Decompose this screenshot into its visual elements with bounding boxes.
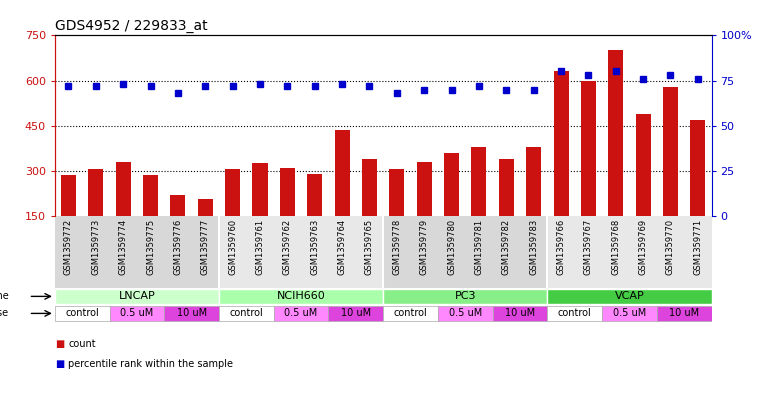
Bar: [116, 162, 131, 216]
Bar: [164, 306, 219, 321]
Bar: [547, 216, 712, 288]
Text: GSM1359764: GSM1359764: [338, 219, 346, 275]
Text: GSM1359761: GSM1359761: [256, 219, 265, 275]
Text: 10 uM: 10 uM: [669, 309, 699, 318]
Bar: [110, 306, 164, 321]
Bar: [219, 216, 384, 288]
Text: GSM1359762: GSM1359762: [283, 219, 292, 275]
Text: 0.5 uM: 0.5 uM: [120, 309, 154, 318]
Text: GSM1359781: GSM1359781: [474, 219, 483, 275]
Bar: [280, 168, 295, 216]
Text: control: control: [230, 309, 263, 318]
Bar: [55, 289, 219, 305]
Bar: [219, 289, 384, 305]
Bar: [329, 306, 384, 321]
Bar: [170, 195, 186, 216]
Text: GSM1359783: GSM1359783: [529, 219, 538, 275]
Bar: [384, 216, 547, 288]
Bar: [362, 159, 377, 216]
Text: GSM1359773: GSM1359773: [91, 219, 100, 275]
Bar: [657, 306, 712, 321]
Bar: [438, 306, 492, 321]
Text: PC3: PC3: [454, 291, 476, 301]
Text: GSM1359774: GSM1359774: [119, 219, 128, 275]
Text: control: control: [65, 309, 99, 318]
Text: 10 uM: 10 uM: [341, 309, 371, 318]
Text: percentile rank within the sample: percentile rank within the sample: [68, 358, 234, 369]
Text: GDS4952 / 229833_at: GDS4952 / 229833_at: [55, 19, 208, 33]
Bar: [492, 306, 547, 321]
Text: 0.5 uM: 0.5 uM: [285, 309, 317, 318]
Text: GSM1359765: GSM1359765: [365, 219, 374, 275]
Text: cell line: cell line: [0, 291, 9, 301]
Text: GSM1359775: GSM1359775: [146, 219, 155, 275]
Text: GSM1359776: GSM1359776: [174, 219, 183, 275]
Bar: [55, 216, 219, 288]
Text: GSM1359779: GSM1359779: [420, 219, 428, 275]
Bar: [307, 174, 322, 216]
Text: GSM1359782: GSM1359782: [501, 219, 511, 275]
Text: NCIH660: NCIH660: [277, 291, 326, 301]
Text: 10 uM: 10 uM: [505, 309, 535, 318]
Bar: [526, 147, 541, 216]
Bar: [444, 153, 459, 216]
Bar: [498, 159, 514, 216]
Text: GSM1359763: GSM1359763: [310, 219, 320, 275]
Bar: [384, 306, 438, 321]
Bar: [547, 289, 712, 305]
Text: GSM1359768: GSM1359768: [611, 219, 620, 275]
Bar: [88, 169, 103, 216]
Bar: [143, 175, 158, 216]
Bar: [274, 306, 329, 321]
Bar: [663, 86, 678, 216]
Text: ■: ■: [55, 358, 64, 369]
Text: GSM1359766: GSM1359766: [556, 219, 565, 275]
Text: GSM1359772: GSM1359772: [64, 219, 73, 275]
Bar: [417, 162, 431, 216]
Text: dose: dose: [0, 309, 9, 318]
Bar: [581, 81, 596, 216]
Text: control: control: [393, 309, 428, 318]
Text: ■: ■: [55, 339, 64, 349]
Bar: [635, 114, 651, 216]
Text: control: control: [558, 309, 591, 318]
Text: GSM1359760: GSM1359760: [228, 219, 237, 275]
Text: 10 uM: 10 uM: [177, 309, 207, 318]
Bar: [390, 169, 404, 216]
Text: GSM1359777: GSM1359777: [201, 219, 210, 275]
Text: GSM1359770: GSM1359770: [666, 219, 675, 275]
Text: 0.5 uM: 0.5 uM: [613, 309, 646, 318]
Bar: [61, 175, 76, 216]
Bar: [225, 169, 240, 216]
Text: GSM1359771: GSM1359771: [693, 219, 702, 275]
Bar: [384, 289, 547, 305]
Bar: [553, 72, 568, 216]
Text: GSM1359767: GSM1359767: [584, 219, 593, 275]
Bar: [219, 306, 274, 321]
Text: count: count: [68, 339, 96, 349]
Text: GSM1359769: GSM1359769: [638, 219, 648, 275]
Text: LNCAP: LNCAP: [119, 291, 155, 301]
Bar: [198, 199, 213, 216]
Bar: [547, 306, 602, 321]
Text: 0.5 uM: 0.5 uM: [449, 309, 482, 318]
Bar: [253, 163, 268, 216]
Bar: [335, 130, 349, 216]
Text: VCAP: VCAP: [615, 291, 645, 301]
Bar: [471, 147, 486, 216]
Bar: [55, 306, 110, 321]
Text: GSM1359780: GSM1359780: [447, 219, 456, 275]
Text: GSM1359778: GSM1359778: [393, 219, 401, 275]
Bar: [690, 119, 705, 216]
Bar: [602, 306, 657, 321]
Bar: [608, 50, 623, 216]
